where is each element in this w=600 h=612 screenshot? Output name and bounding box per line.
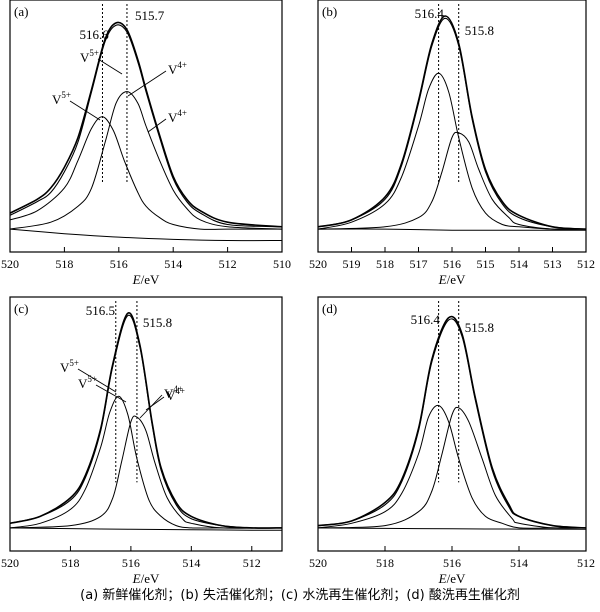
- plot-frame: [9, 296, 283, 552]
- x-tick-label: 516: [122, 556, 140, 570]
- curve-v5-component: [9, 116, 282, 230]
- panel-c: (c) 516.5 515.8 V5+ V4+ 520 518 516 514 512 E/eV: [1, 296, 283, 584]
- x-tick-label: 520: [309, 556, 327, 570]
- species-leader-line: [69, 100, 101, 121]
- species-leader-line: [97, 58, 123, 75]
- x-tick-label: 514: [182, 556, 200, 570]
- x-axis-label: E/eV: [132, 571, 160, 584]
- x-tick-label: 515: [477, 257, 495, 271]
- species-leader-line: [77, 368, 117, 393]
- x-tick-label: 512: [577, 556, 595, 570]
- peak-label: 515.8: [143, 315, 172, 330]
- curve-background: [317, 527, 587, 530]
- curve-fit-envelope: [9, 314, 283, 529]
- panel-label: (d): [322, 301, 337, 316]
- figure-caption: (a) 新鲜催化剂；(b) 失活催化剂；(c) 水洗再生催化剂；(d) 酸洗再生…: [80, 588, 520, 603]
- curve-fit-envelope: [317, 318, 587, 529]
- curve-background: [9, 228, 283, 242]
- x-axis-label: E/eV: [132, 272, 160, 287]
- peak-label: 516.4: [411, 312, 441, 327]
- peak-label: 515.8: [465, 320, 494, 335]
- x-tick-label: 514: [164, 257, 182, 271]
- x-axis-label: E/eV: [438, 272, 466, 287]
- peak-label: 516.5: [86, 303, 115, 318]
- species-label: V5+: [80, 48, 99, 65]
- x-tick-label: 516: [443, 257, 461, 271]
- peak-label: 515.7: [135, 8, 165, 23]
- x-tick-label: 510: [273, 257, 291, 271]
- curve-raw-spectrum: [317, 15, 587, 230]
- plot-frame: [9, 0, 283, 253]
- curve-v5-component: [9, 395, 282, 529]
- species-label: V5+: [52, 90, 71, 107]
- species-label: V4+: [168, 108, 187, 125]
- panel-label: (a): [14, 4, 28, 19]
- x-tick-label: 512: [577, 257, 595, 271]
- curve-v4-component: [317, 131, 587, 230]
- panel-a: (a) 516.6 515.7 V5+ V4+ 520 518 516 514 512 510 E/e…: [1, 0, 291, 287]
- species-leader-line: [145, 396, 165, 411]
- species-label: V4+: [168, 60, 187, 77]
- curve-raw-spectrum: [9, 312, 283, 529]
- panel-label: (c): [14, 301, 28, 316]
- x-tick-label: 520: [309, 257, 327, 271]
- x-tick-label: 519: [343, 257, 361, 271]
- species-leader-line: [127, 70, 167, 97]
- x-tick-label: 520: [1, 556, 19, 570]
- panel-label: (b): [322, 4, 337, 19]
- x-tick-label: 512: [219, 257, 237, 271]
- plot-frame: [317, 0, 587, 253]
- curve-fit-envelope: [317, 17, 587, 230]
- x-tick-label: 518: [376, 257, 394, 271]
- plot-frame: [317, 296, 587, 552]
- x-tick-label: 517: [410, 257, 428, 271]
- x-tick-label: 520: [1, 257, 19, 271]
- curve-v5-component: [317, 72, 587, 230]
- species-label: V4+: [166, 386, 185, 403]
- x-tick-label: 518: [61, 556, 79, 570]
- x-tick-label: 518: [376, 556, 394, 570]
- peak-label: 515.8: [465, 23, 494, 38]
- peak-label: 516.4: [415, 6, 445, 21]
- species-label: V5+: [60, 358, 79, 375]
- x-tick-label: 518: [55, 257, 73, 271]
- curve-v5-component: [317, 404, 586, 529]
- curve-v4-component: [317, 406, 587, 529]
- curve-v4-component: [9, 91, 283, 230]
- x-tick-label: 513: [544, 257, 562, 271]
- species-leader-line: [95, 384, 127, 403]
- curve-raw-spectrum: [317, 315, 587, 529]
- curve-background: [9, 527, 283, 531]
- x-tick-label: 516: [443, 556, 461, 570]
- panel-d: (d) 516.4 515.8 V5+ V4+ 520 518 516 514 512 E/eV: [78, 296, 595, 584]
- x-axis-label: E/eV: [438, 571, 466, 584]
- x-tick-label: 512: [243, 556, 261, 570]
- peak-label: 516.6: [79, 27, 109, 42]
- species-leader-line: [147, 118, 167, 133]
- panel-b: (b) 516.4 515.8 V5+ V4+ 520 519 518 517 516 515 514…: [80, 0, 595, 287]
- x-tick-label: 514: [510, 257, 528, 271]
- curve-background: [317, 228, 586, 231]
- xps-figure: (a) 516.6 515.7 V5+ V4+ 520 518 516 514 512 510 E/e…: [1, 0, 595, 584]
- curve-v4-component: [9, 415, 283, 529]
- x-tick-label: 514: [510, 556, 528, 570]
- species-label: V5+: [78, 374, 97, 391]
- x-tick-label: 516: [110, 257, 128, 271]
